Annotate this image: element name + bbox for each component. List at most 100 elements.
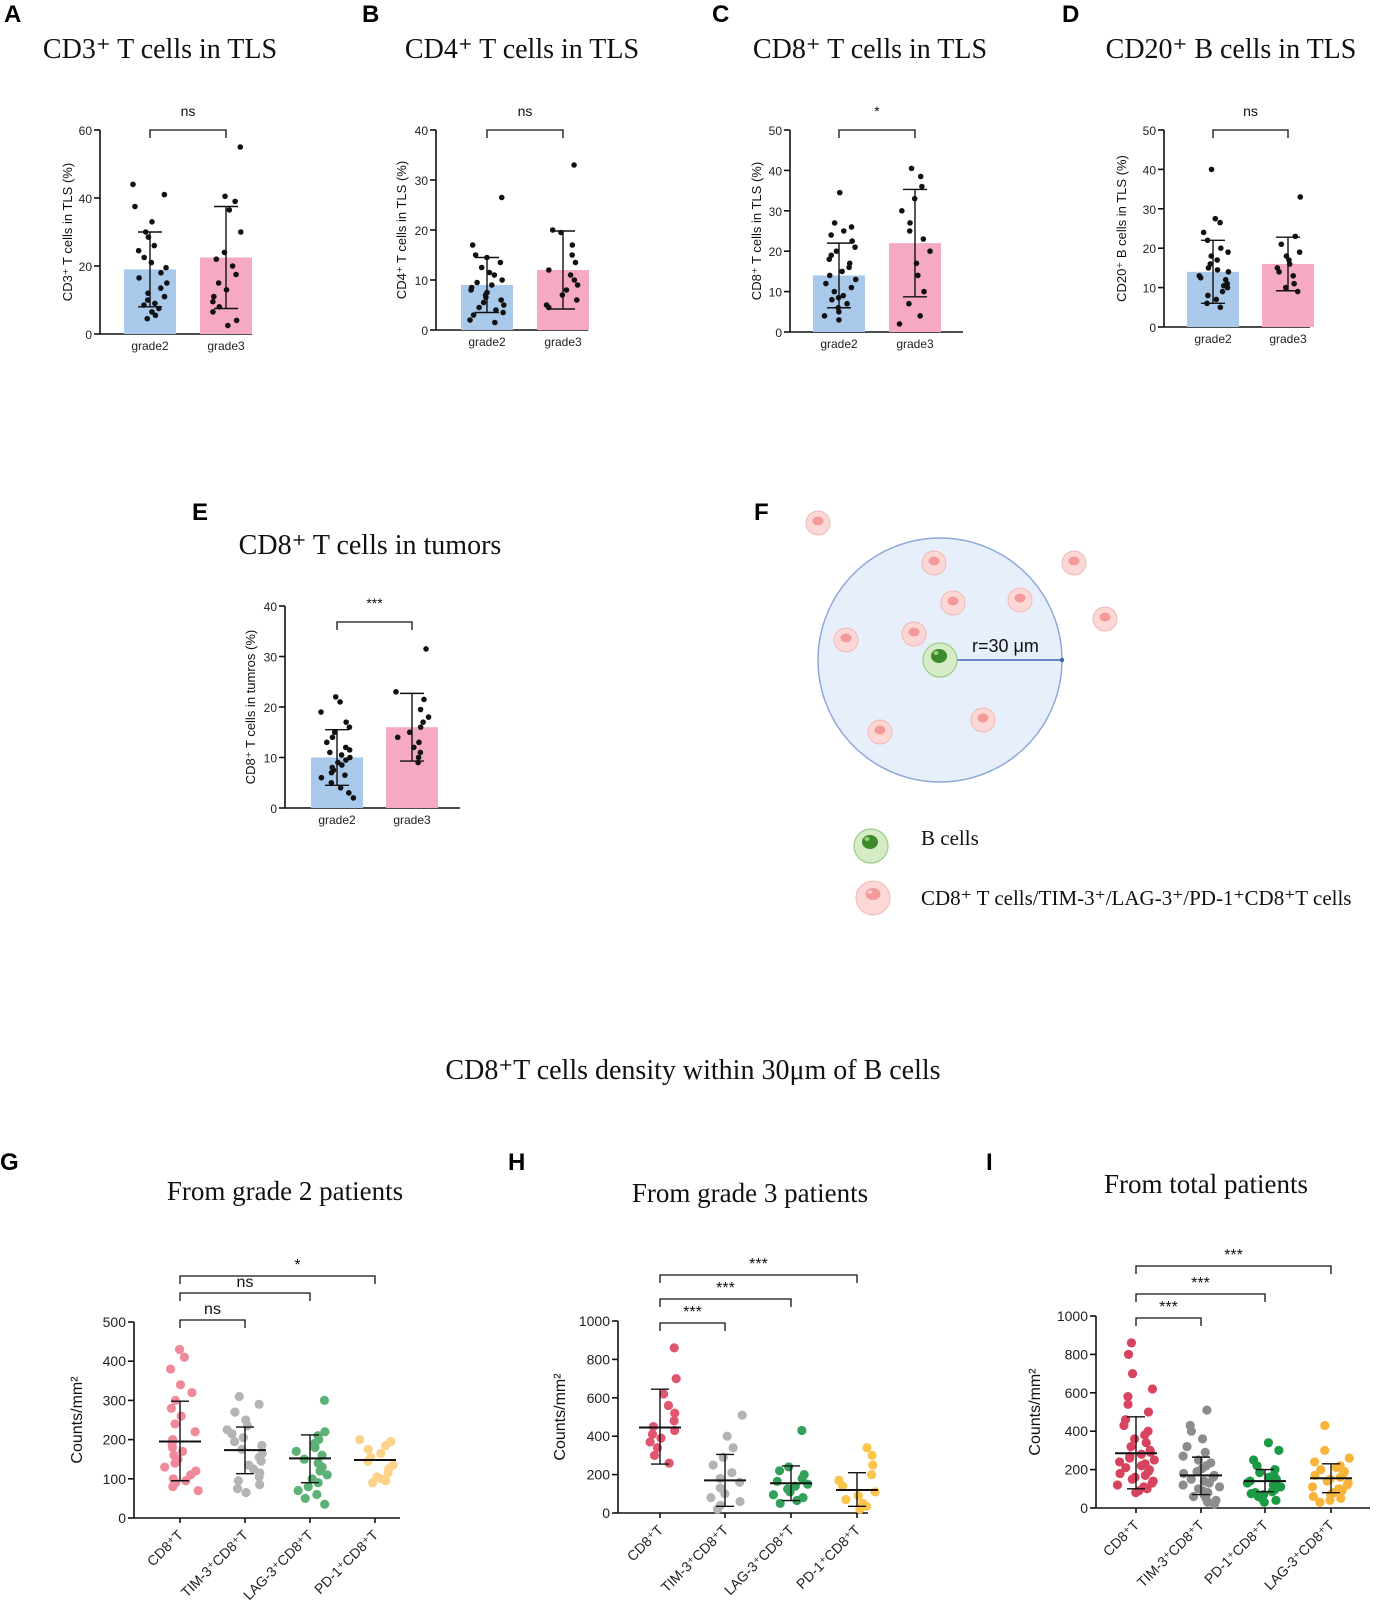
data-point <box>152 312 159 319</box>
legend-t-cell-icon <box>855 880 891 916</box>
y-tick-label: 30 <box>769 205 783 219</box>
data-point <box>836 317 842 323</box>
data-point <box>1331 1463 1341 1473</box>
y-tick-label: 20 <box>79 260 93 274</box>
data-point <box>1214 267 1221 273</box>
y-tick-label: 300 <box>103 1392 127 1408</box>
data-point <box>1209 1499 1220 1509</box>
x-tick-label: grade3 <box>896 337 934 351</box>
data-point <box>472 252 479 258</box>
data-point <box>491 272 498 278</box>
data-point <box>1126 1338 1137 1348</box>
data-point <box>215 280 222 286</box>
data-point <box>1123 1349 1134 1359</box>
significance-label: ns <box>181 103 196 119</box>
comparison-label: * <box>294 1257 300 1274</box>
data-point <box>671 1374 681 1384</box>
data-point <box>416 739 422 746</box>
data-point <box>165 1364 176 1374</box>
y-tick-label: 40 <box>415 124 429 138</box>
comparison-label: ns <box>237 1274 254 1291</box>
data-point <box>376 1448 386 1458</box>
data-point <box>132 203 138 210</box>
x-tick-label: grade2 <box>318 813 356 827</box>
data-point <box>315 1466 325 1476</box>
data-point <box>915 272 921 279</box>
data-point <box>1140 1430 1150 1440</box>
data-point <box>1213 296 1220 303</box>
y-tick-label: 40 <box>264 600 278 614</box>
data-point <box>1316 1465 1326 1475</box>
y-tick-label: 200 <box>103 1432 127 1448</box>
y-tick-label: 400 <box>103 1353 127 1369</box>
data-point <box>1214 1482 1225 1492</box>
data-point <box>343 719 349 725</box>
data-point <box>868 1460 878 1470</box>
y-tick-label: 500 <box>103 1314 127 1330</box>
data-point <box>917 313 923 319</box>
y-tick-label: 50 <box>1143 124 1157 138</box>
data-point <box>237 229 244 235</box>
x-tick-label: grade2 <box>468 335 506 349</box>
data-point <box>826 256 833 263</box>
data-point <box>256 1456 266 1466</box>
t-cell <box>833 627 859 653</box>
data-point <box>774 1466 785 1476</box>
significance-label: ns <box>1243 103 1258 119</box>
t-cell-nucleus <box>1068 556 1080 566</box>
data-point <box>1259 1497 1269 1507</box>
data-point <box>151 242 158 249</box>
data-point <box>1320 1420 1330 1431</box>
data-point <box>1119 1420 1129 1431</box>
charts: A CD3⁺ T cells in TLS 0 20 40 60 CD3⁺ T cells … <box>0 1 1370 1603</box>
data-point <box>735 1477 745 1487</box>
t-cell-nucleus <box>1014 593 1026 603</box>
data-point <box>168 1482 178 1492</box>
data-point <box>797 1425 807 1436</box>
data-point <box>1271 1495 1281 1505</box>
data-point <box>1217 219 1223 226</box>
x-tick-label: grade2 <box>1194 332 1232 346</box>
comparison-bracket <box>1135 1265 1332 1274</box>
data-point <box>323 739 330 746</box>
chart-title: From grade 3 patients <box>632 1178 868 1208</box>
x-tick-label: grade3 <box>544 335 582 349</box>
data-point <box>489 282 495 288</box>
y-tick-label: 50 <box>769 124 783 138</box>
data-point <box>664 1458 674 1468</box>
data-point <box>1224 284 1231 291</box>
data-point <box>144 297 151 303</box>
panel-label: H <box>508 1149 525 1176</box>
data-point <box>844 300 850 307</box>
data-point <box>919 183 925 190</box>
data-point <box>1127 1369 1138 1379</box>
data-point <box>906 300 912 307</box>
data-point <box>163 264 169 271</box>
t-cell-nucleus <box>908 627 920 637</box>
y-tick-label: 200 <box>587 1467 611 1483</box>
data-point <box>1178 1480 1188 1490</box>
data-point <box>1142 1484 1152 1494</box>
data-point <box>346 790 352 796</box>
y-tick-label: 10 <box>415 274 429 288</box>
data-point <box>161 293 168 300</box>
data-point <box>319 1395 330 1405</box>
data-point <box>772 1476 782 1486</box>
legend-t-cell-text: CD8⁺ T cells/TIM-3⁺/LAG-3⁺/PD-1⁺CD8⁺T ce… <box>921 886 1351 910</box>
data-point <box>381 1476 391 1486</box>
y-tick-label: 200 <box>1065 1462 1089 1478</box>
radius-line-end <box>1059 657 1065 663</box>
x-tick-label: CD8⁺T <box>144 1526 187 1569</box>
data-point <box>649 1450 660 1460</box>
data-point <box>144 315 151 322</box>
data-point <box>1186 1474 1196 1484</box>
data-point <box>318 774 325 781</box>
data-point <box>417 706 424 713</box>
data-point <box>232 1484 243 1494</box>
data-point <box>257 1440 267 1451</box>
data-point <box>645 1437 655 1447</box>
y-tick-label: 0 <box>270 802 277 816</box>
data-point <box>478 264 485 271</box>
data-point <box>669 1416 679 1426</box>
data-point <box>821 313 828 319</box>
